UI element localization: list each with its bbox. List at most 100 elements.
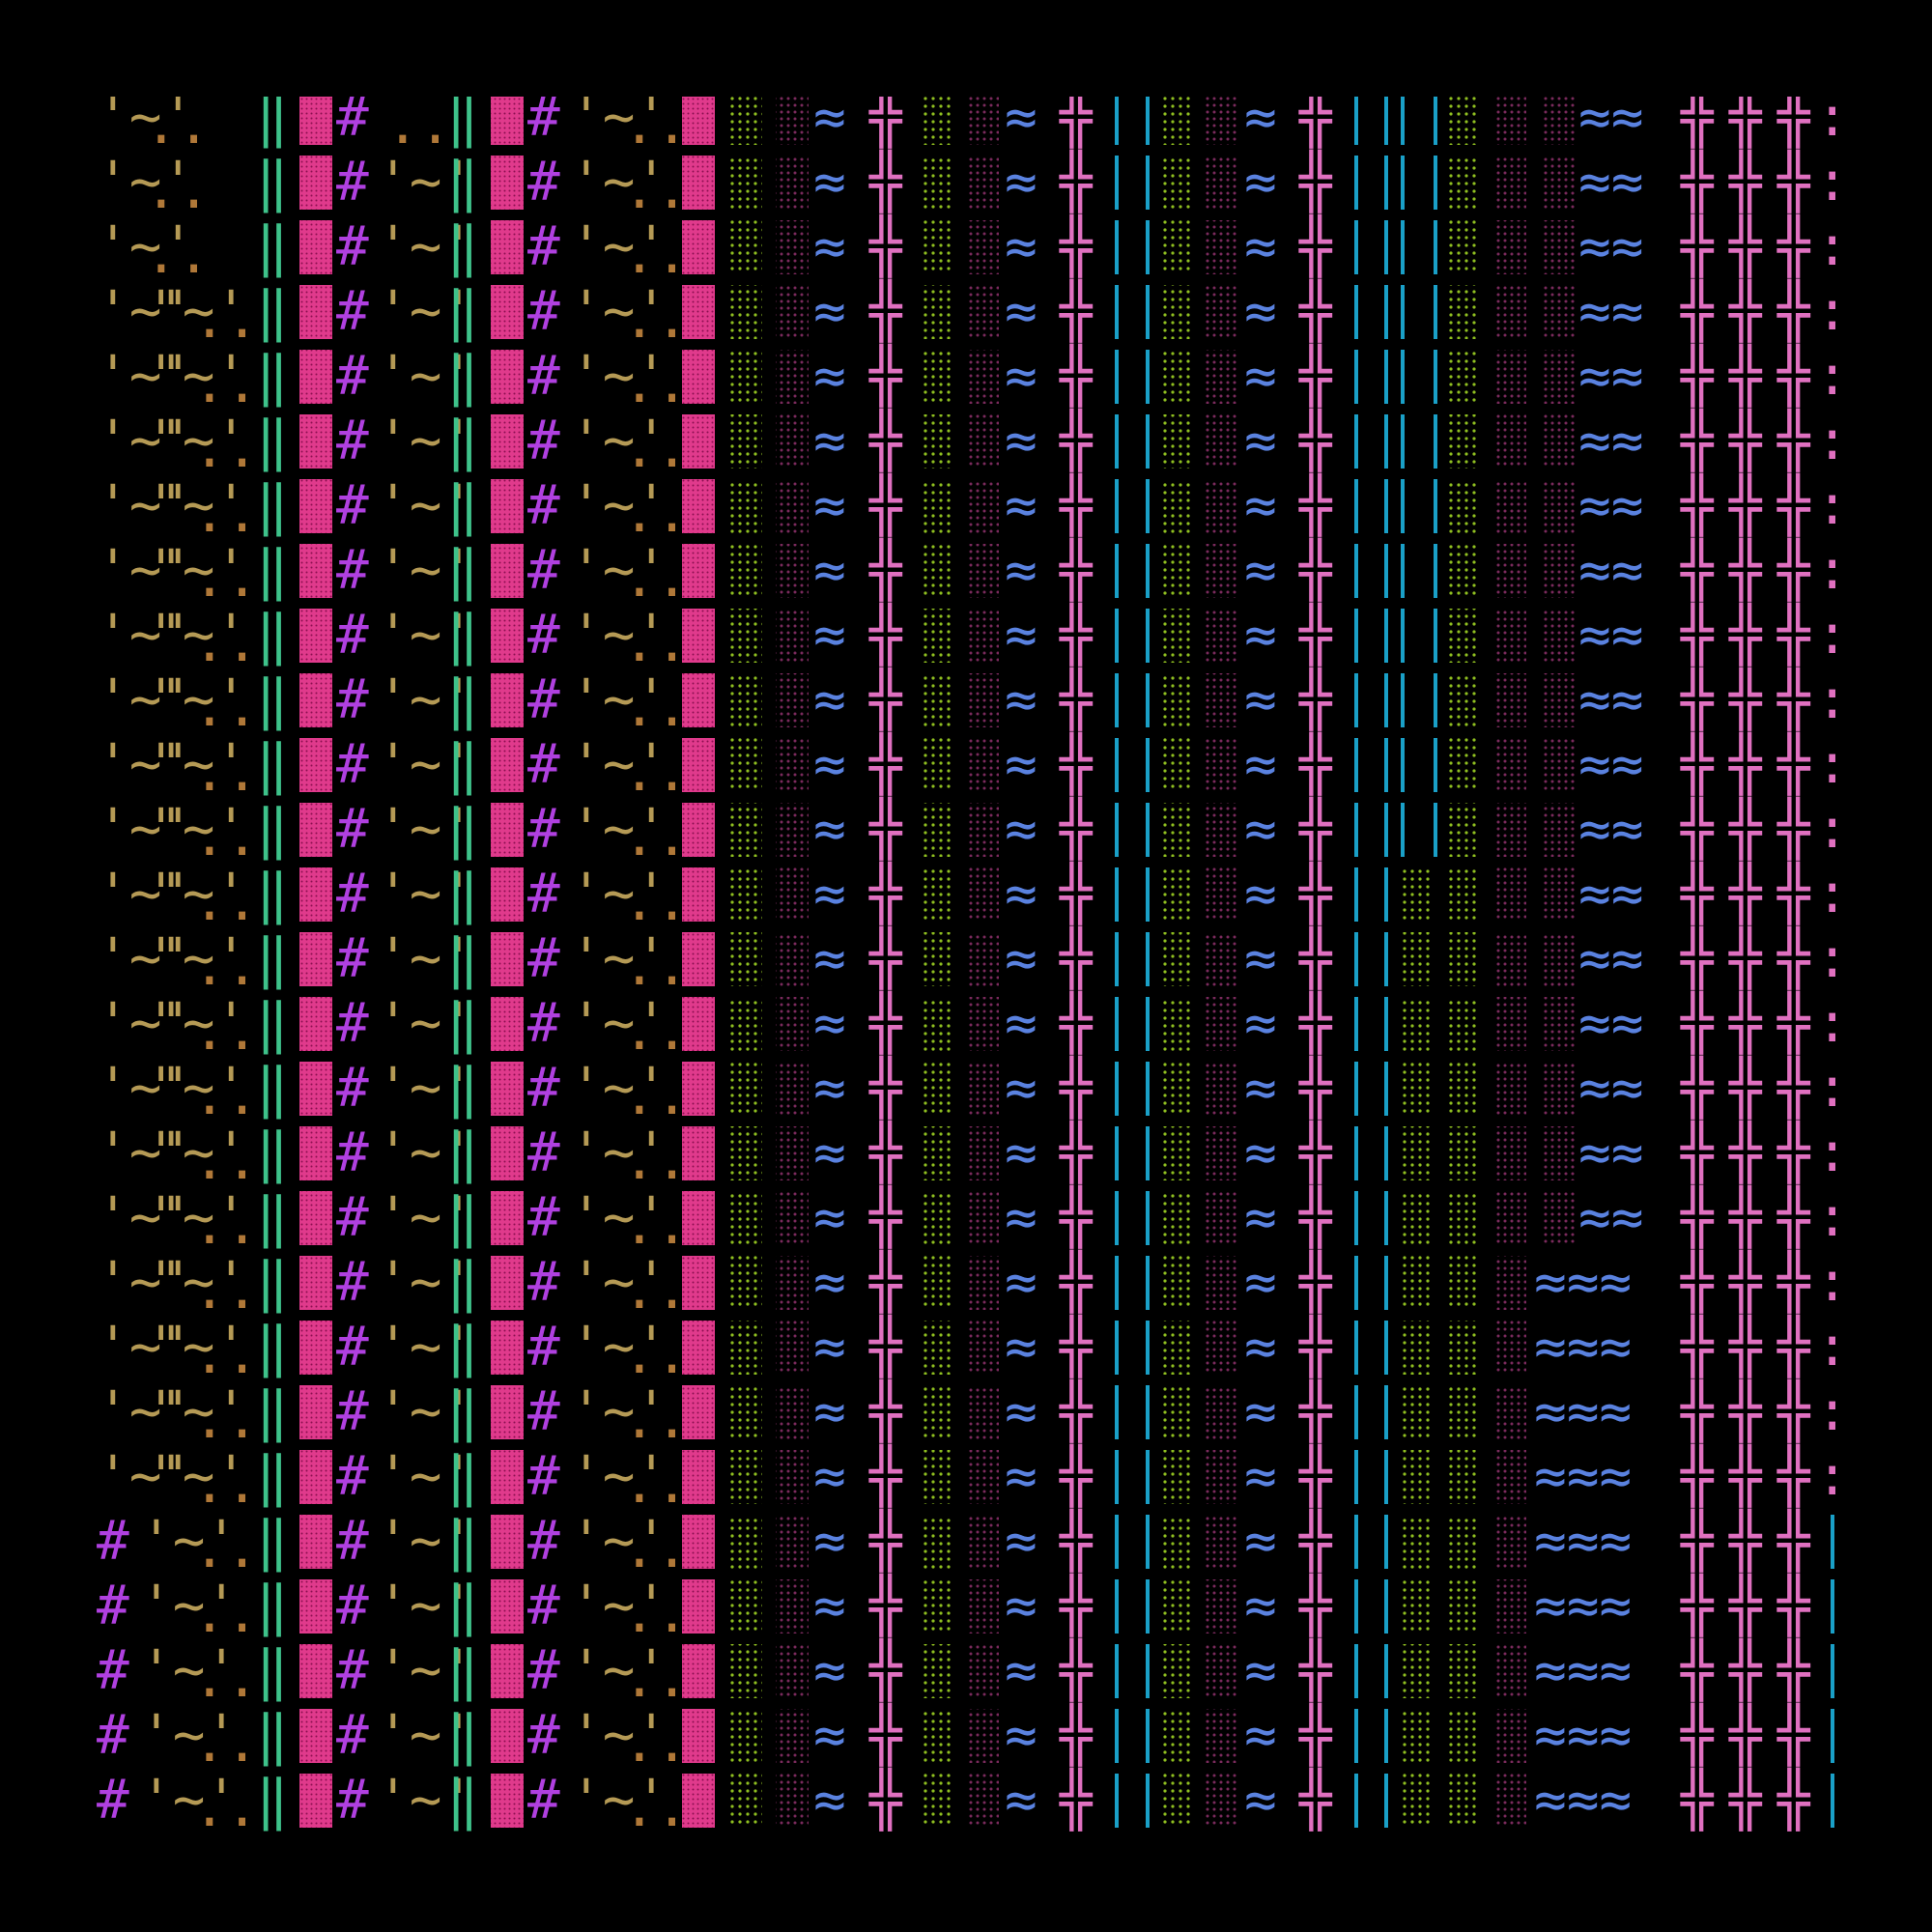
cross-glyph: ╬ — [1728, 667, 1763, 731]
pink-block — [682, 738, 715, 792]
lime-dot-cell — [1447, 1450, 1480, 1504]
tilde-glyph: "~' — [150, 798, 247, 861]
cyan-pipe — [1831, 1774, 1834, 1828]
pink-dot-cell — [1493, 609, 1526, 663]
tilde-glyph: '~' — [377, 863, 474, 925]
cyan-pipe — [1434, 544, 1437, 598]
tilde-glyph: '~' — [97, 1445, 194, 1508]
tilde-glyph: '~' — [377, 474, 474, 537]
tilde-glyph: '~' — [377, 1639, 474, 1702]
wave-glyph: ≈ — [1005, 668, 1037, 731]
colon-glyph: : — [1816, 151, 1835, 213]
pink-block — [491, 1256, 524, 1310]
cross-glyph: ╬ — [868, 97, 903, 149]
pink-dot-cell — [776, 97, 809, 145]
wave-glyph: ≈ — [813, 1704, 846, 1767]
lime-dot-cell — [1447, 867, 1480, 922]
pink-dot-cell — [1493, 220, 1526, 274]
cross-glyph: ╬ — [1776, 1702, 1811, 1767]
lime-dot-cell — [729, 1709, 762, 1763]
pink-block — [491, 803, 524, 857]
lime-dot-cell — [920, 1126, 952, 1180]
tilde-glyph: '~' — [570, 863, 668, 925]
cyan-pipe — [1354, 479, 1358, 533]
wave-glyph: ≈≈≈ — [1534, 1769, 1632, 1832]
cyan-pipe — [1401, 803, 1405, 857]
tilde-glyph: '~' — [97, 410, 194, 472]
wave-glyph: ≈ — [1005, 539, 1037, 602]
wave-glyph: ≈≈ — [1578, 97, 1643, 149]
wave-glyph: ≈ — [1244, 1575, 1277, 1637]
pink-block — [491, 1450, 524, 1504]
double-bar-glyph: ‖ — [256, 1380, 289, 1443]
cross-glyph: ╬ — [1059, 408, 1094, 472]
hash-glyph: # — [336, 798, 369, 861]
cross-glyph: ╬ — [1776, 796, 1811, 861]
pink-dot-cell — [966, 1709, 999, 1763]
lime-dot-cell — [1447, 803, 1480, 857]
pink-block — [299, 479, 332, 533]
cross-glyph: ╬ — [1776, 1378, 1811, 1443]
tilde-glyph: '~' — [570, 215, 668, 278]
pink-dot-cell — [776, 479, 809, 533]
tilde-glyph: '~' — [377, 1445, 474, 1508]
wave-glyph: ≈ — [1005, 97, 1037, 149]
pink-block — [682, 285, 715, 339]
cyan-pipe — [1401, 156, 1405, 210]
cross-glyph: ╬ — [1728, 1637, 1763, 1702]
wave-glyph: ≈ — [1244, 1186, 1277, 1249]
lime-dot-cell — [729, 932, 762, 986]
pink-dot-cell — [966, 1191, 999, 1245]
pink-dot-cell — [1493, 1321, 1526, 1375]
colon-glyph: : — [1816, 1186, 1835, 1249]
pink-dot-cell — [776, 1515, 809, 1569]
cross-glyph: ╬ — [1298, 213, 1333, 278]
cross-glyph: ╬ — [1728, 1573, 1763, 1637]
tilde-glyph: "~' — [150, 474, 247, 537]
lime-dot-cell — [920, 1321, 952, 1375]
cross-glyph: ╬ — [1059, 97, 1094, 149]
cross-glyph: ╬ — [868, 1249, 903, 1314]
pink-dot-cell — [1206, 479, 1238, 533]
cyan-pipe — [1434, 673, 1437, 727]
lime-dot-cell — [1159, 1644, 1192, 1698]
cyan-pipe — [1384, 220, 1388, 274]
cross-glyph: ╬ — [1776, 1573, 1811, 1637]
tilde-glyph: '~' — [97, 668, 194, 731]
pink-block — [491, 1774, 524, 1828]
cross-glyph: ╬ — [868, 1702, 903, 1767]
wave-glyph: ≈≈≈ — [1534, 1639, 1632, 1702]
lime-dot-cell — [1447, 1774, 1480, 1828]
wave-glyph: ≈≈ — [1578, 539, 1643, 602]
cross-glyph: ╬ — [1776, 1184, 1811, 1249]
lime-dot-cell — [729, 1515, 762, 1569]
pink-dot-cell — [1493, 1450, 1526, 1504]
tilde-glyph: '~' — [377, 668, 474, 731]
pink-block — [682, 1321, 715, 1375]
cyan-pipe — [1354, 1644, 1358, 1698]
cyan-pipe — [1115, 803, 1119, 857]
wave-glyph: ≈≈ — [1578, 345, 1643, 408]
tilde-glyph: '~' — [570, 280, 668, 343]
wave-glyph: ≈ — [1244, 798, 1277, 861]
cyan-pipe — [1354, 932, 1358, 986]
character-grid: '~'..‖#..‖#'~'..≈╬≈╬≈╬≈≈╬╬╬:'~'..‖#'~'‖#… — [97, 97, 1835, 1835]
cross-glyph: ╬ — [868, 861, 903, 925]
pink-dot-cell — [1542, 1062, 1575, 1116]
cross-glyph: ╬ — [868, 1055, 903, 1120]
wave-glyph: ≈ — [1005, 280, 1037, 343]
wave-glyph: ≈ — [813, 215, 846, 278]
pink-block — [682, 932, 715, 986]
hash-glyph: # — [336, 1316, 369, 1378]
double-bar-glyph: ‖ — [256, 1316, 289, 1378]
pink-dot-cell — [1493, 479, 1526, 533]
colon-glyph: : — [1816, 474, 1835, 537]
pink-block — [491, 1191, 524, 1245]
tilde-glyph: '~' — [377, 280, 474, 343]
cross-glyph: ╬ — [1298, 731, 1333, 796]
hash-glyph: # — [527, 927, 560, 990]
lime-dot-cell — [1159, 156, 1192, 210]
pink-block — [682, 220, 715, 274]
pink-dot-cell — [1206, 156, 1238, 210]
pink-block — [299, 1644, 332, 1698]
